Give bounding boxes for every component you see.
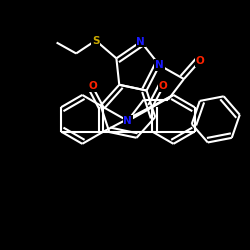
Text: N: N <box>136 37 145 47</box>
Text: O: O <box>195 56 204 66</box>
Text: O: O <box>88 82 97 92</box>
Text: N: N <box>155 60 164 70</box>
Text: N: N <box>124 116 132 126</box>
Text: S: S <box>92 36 100 46</box>
Text: O: O <box>159 82 168 92</box>
